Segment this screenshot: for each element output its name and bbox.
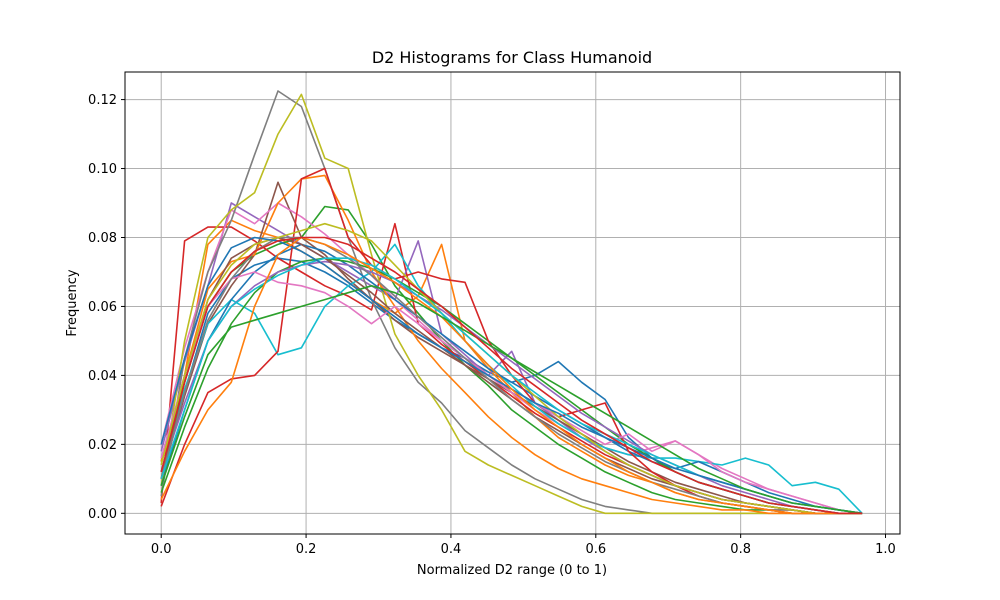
x-axis-ticks: 0.0 0.2 0.4 0.6 0.8 1.0	[151, 534, 896, 557]
x-axis-label: Normalized D2 range (0 to 1)	[417, 563, 607, 578]
y-axis-label: Frequency	[65, 269, 80, 336]
chart-title: D2 Histograms for Class Humanoid	[372, 48, 652, 67]
y-tick-label: 0.06	[88, 300, 117, 315]
series-line-12	[160, 174, 863, 515]
series-line-9	[160, 93, 863, 515]
plot-frame	[124, 71, 901, 535]
series-line-8	[160, 90, 863, 515]
series-line-15	[160, 260, 863, 515]
x-tick-label: 0.2	[296, 542, 317, 557]
x-tick-label: 1.0	[875, 542, 896, 557]
series-line-11	[160, 243, 863, 515]
y-tick-label: 0.12	[88, 93, 117, 108]
series-line-23	[160, 284, 863, 515]
x-tick-label: 0.6	[585, 542, 606, 557]
x-tick-label: 0.8	[730, 542, 751, 557]
y-tick-label: 0.02	[88, 438, 117, 453]
x-tick-label: 0.4	[441, 542, 462, 557]
series-lines	[160, 90, 863, 515]
y-tick-label: 0.04	[88, 369, 117, 384]
y-axis-ticks: 0.00 0.02 0.04 0.06 0.08 0.10 0.12	[88, 93, 125, 522]
x-tick-label: 0.0	[151, 542, 172, 557]
series-line-6	[160, 181, 863, 515]
y-tick-label: 0.10	[88, 162, 117, 177]
y-tick-label: 0.08	[88, 231, 117, 246]
series-line-22	[160, 236, 863, 515]
series-line-24	[160, 236, 863, 515]
series-line-3	[160, 205, 863, 515]
y-tick-label: 0.00	[88, 507, 117, 522]
series-line-10	[160, 243, 863, 514]
